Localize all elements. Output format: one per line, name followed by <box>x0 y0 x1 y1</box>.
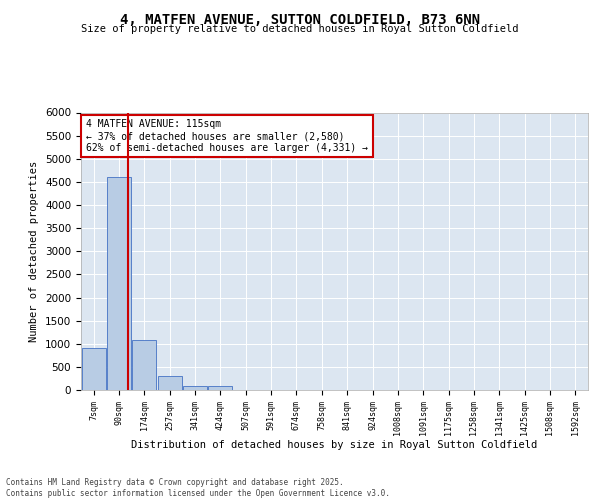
Bar <box>107 178 131 390</box>
Text: 4 MATFEN AVENUE: 115sqm
← 37% of detached houses are smaller (2,580)
62% of semi: 4 MATFEN AVENUE: 115sqm ← 37% of detache… <box>86 120 368 152</box>
Y-axis label: Number of detached properties: Number of detached properties <box>29 160 40 342</box>
Bar <box>133 340 157 390</box>
Text: 4, MATFEN AVENUE, SUTTON COLDFIELD, B73 6NN: 4, MATFEN AVENUE, SUTTON COLDFIELD, B73 … <box>120 12 480 26</box>
Text: Size of property relative to detached houses in Royal Sutton Coldfield: Size of property relative to detached ho… <box>81 24 519 34</box>
Text: Contains HM Land Registry data © Crown copyright and database right 2025.
Contai: Contains HM Land Registry data © Crown c… <box>6 478 390 498</box>
Bar <box>158 376 182 390</box>
X-axis label: Distribution of detached houses by size in Royal Sutton Coldfield: Distribution of detached houses by size … <box>131 440 538 450</box>
Bar <box>183 386 207 390</box>
Bar <box>82 348 106 390</box>
Bar <box>208 386 232 390</box>
